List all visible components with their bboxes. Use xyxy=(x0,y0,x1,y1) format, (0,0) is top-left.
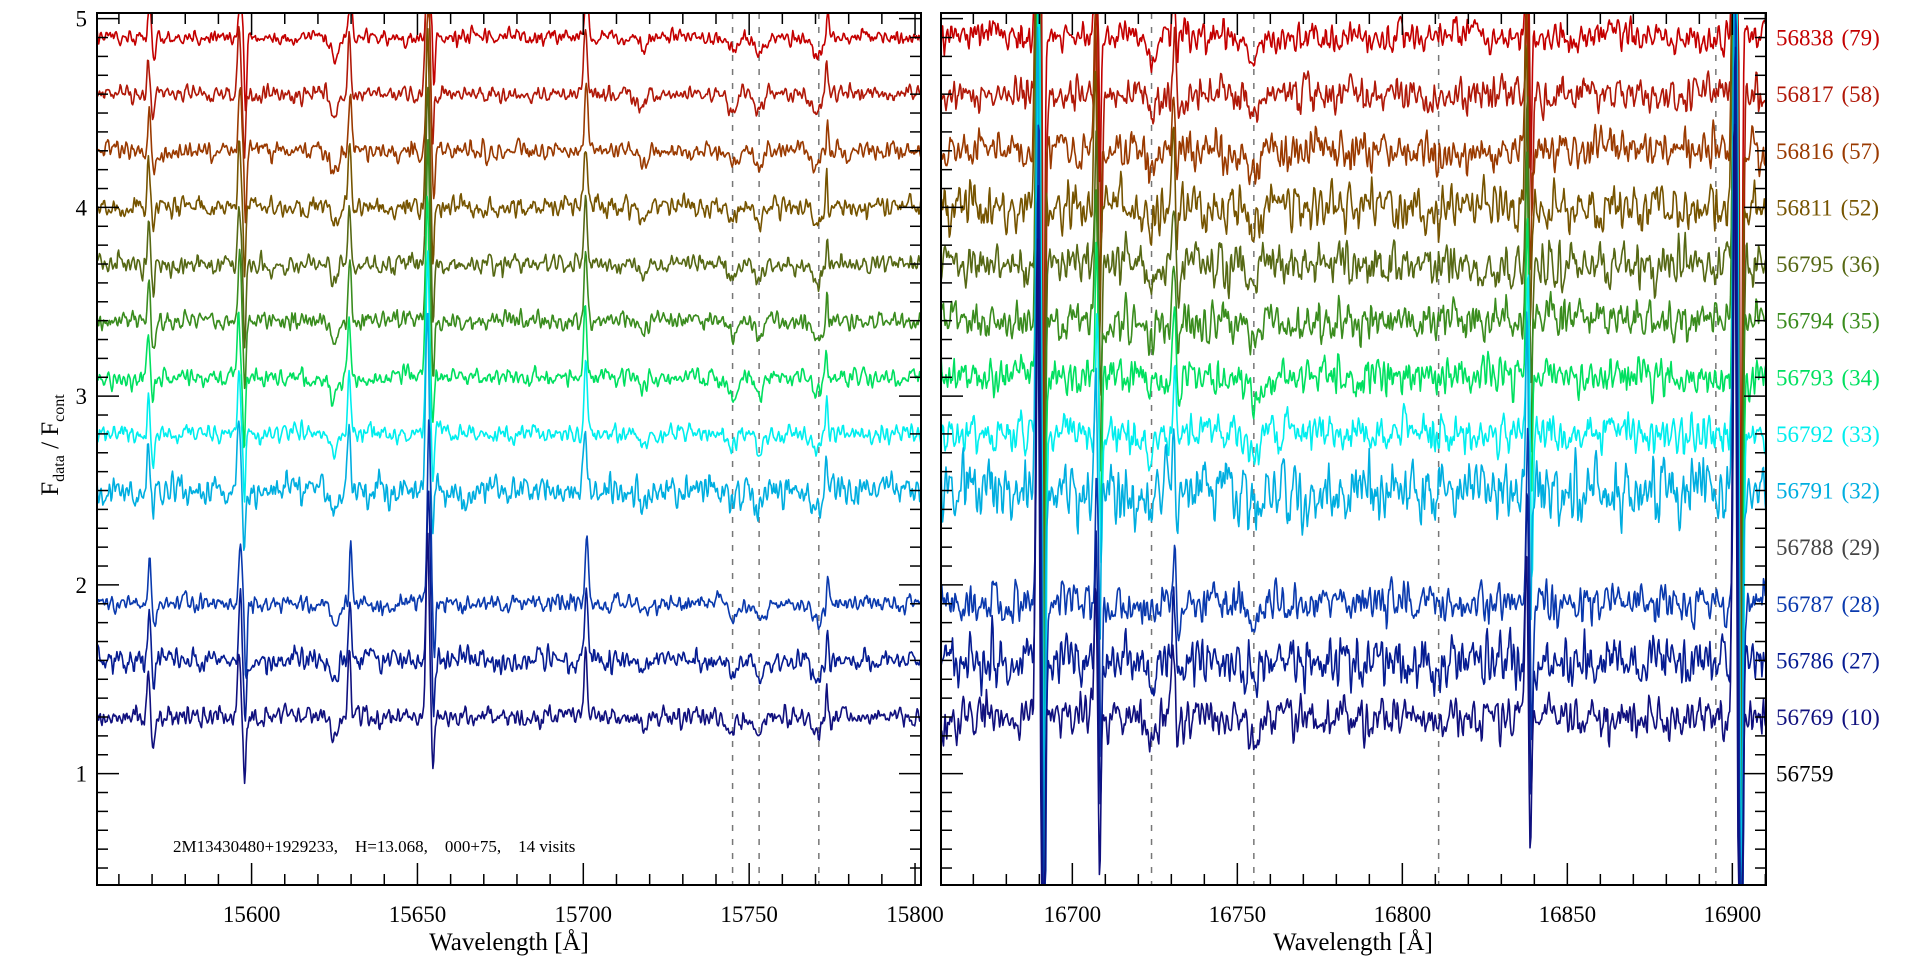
x-tick-label: 15600 xyxy=(223,902,281,927)
plot-frame xyxy=(96,12,922,886)
series-label-56792: 56792 (33) xyxy=(1776,422,1880,447)
spectrum-line-56792 xyxy=(97,250,921,503)
spectrum-line-56816 xyxy=(97,13,921,224)
series-label-56817: 56817 (58) xyxy=(1776,82,1880,107)
series-visit-count: (79) xyxy=(1842,26,1880,51)
x-axis-title-right: Wavelength [Å] xyxy=(1273,929,1433,956)
series-mjd: 56759 xyxy=(1776,762,1834,787)
series-mjd: 56792 xyxy=(1776,422,1834,447)
series-visit-count: (57) xyxy=(1842,139,1880,164)
series-label-56787: 56787 (28) xyxy=(1776,592,1880,617)
series-mjd: 56793 xyxy=(1776,365,1834,390)
spectrum-line-56795 xyxy=(97,86,921,349)
spectrum-line-56787 xyxy=(97,419,921,680)
x-tick-label: 15700 xyxy=(555,902,613,927)
series-mjd: 56794 xyxy=(1776,309,1834,334)
series-mjd: 56795 xyxy=(1776,252,1834,277)
series-mjd: 56791 xyxy=(1776,479,1834,504)
spectrum-line-56786 xyxy=(97,490,921,722)
y-tick-label: 4 xyxy=(76,195,88,220)
spectrum-line-56838 xyxy=(97,13,921,112)
spectrum-line-56795 xyxy=(941,13,1766,870)
series-visit-count: (36) xyxy=(1842,252,1880,277)
y-tick-label: 1 xyxy=(76,762,88,787)
series-visit-count: (10) xyxy=(1842,705,1880,730)
plot-frame xyxy=(940,12,1767,886)
series-mjd: 56811 xyxy=(1776,195,1833,220)
x-tick-label: 16750 xyxy=(1209,902,1267,927)
series-label-56759: 56759 xyxy=(1776,762,1834,787)
y-axis-title-main: F xyxy=(37,482,64,496)
series-label-56838: 56838 (79) xyxy=(1776,26,1880,51)
x-tick-label: 15800 xyxy=(886,902,944,927)
series-label-56786: 56786 (27) xyxy=(1776,648,1880,673)
series-label-56769: 56769 (10) xyxy=(1776,705,1880,730)
spectra-group xyxy=(941,13,1766,885)
spectrum-line-56794 xyxy=(941,13,1766,885)
x-tick-label: 16700 xyxy=(1044,902,1102,927)
right-panel: 16700 16750 16800 16850 16900 xyxy=(940,12,1767,927)
series-mjd: 56787 xyxy=(1776,592,1834,617)
series-visit-count: (34) xyxy=(1842,365,1880,390)
series-mjd: 56816 xyxy=(1776,139,1834,164)
series-mjd: 56786 xyxy=(1776,648,1834,673)
spectrum-line-56838 xyxy=(941,13,1766,637)
series-labels: 56838 (79) 56817 (58) 56816 (57) 56811 (52) 5679… xyxy=(1776,26,1880,787)
series-mjd: 56838 xyxy=(1776,26,1834,51)
series-label-56794: 56794 (35) xyxy=(1776,309,1880,334)
x-tick-label: 15650 xyxy=(389,902,447,927)
spectra-group xyxy=(97,13,921,785)
y-axis-title-sep: / F xyxy=(37,422,64,455)
spectrum-line-56791 xyxy=(97,312,921,552)
y-axis-title: Fdata / Fcont xyxy=(37,394,68,496)
annotation-text: 2M13430480+1929233, H=13.068, 000+75, 14… xyxy=(173,837,575,856)
series-visit-count: (58) xyxy=(1842,82,1880,107)
spectrum-line-56817 xyxy=(97,13,921,159)
series-label-56788: 56788 (29) xyxy=(1776,535,1880,560)
x-tick-label: 15750 xyxy=(720,902,778,927)
series-mjd: 56817 xyxy=(1776,82,1834,107)
y-tick-label: 3 xyxy=(76,384,88,409)
spectrum-line-56769 xyxy=(97,532,921,785)
spectrum-line-56816 xyxy=(941,13,1766,737)
series-visit-count: (29) xyxy=(1842,535,1880,560)
y-axis-title-sub1: data xyxy=(51,455,68,482)
spectrum-line-56817 xyxy=(941,13,1766,686)
y-tick-label: 5 xyxy=(76,7,88,32)
series-visit-count: (32) xyxy=(1842,479,1880,504)
series-visit-count: (35) xyxy=(1842,309,1880,334)
spectrum-line-56792 xyxy=(941,13,1766,885)
x-axis-title-left: Wavelength [Å] xyxy=(429,929,589,956)
series-label-56816: 56816 (57) xyxy=(1776,139,1880,164)
spectrum-line-56793 xyxy=(941,13,1766,885)
series-visit-count: (27) xyxy=(1842,648,1880,673)
spectrum-line-56811 xyxy=(97,27,921,278)
spectrum-line-56793 xyxy=(97,195,921,449)
left-panel: 15600 15650 15700 15750 15800 1 2 3 4 5 xyxy=(76,7,944,927)
x-tick-label: 16850 xyxy=(1539,902,1597,927)
x-tick-label: 16800 xyxy=(1374,902,1432,927)
series-mjd: 56788 xyxy=(1776,535,1834,560)
series-label-56811: 56811 (52) xyxy=(1776,195,1879,220)
series-label-56795: 56795 (36) xyxy=(1776,252,1880,277)
y-axis-title-sub2: cont xyxy=(51,394,68,422)
spectrum-line-56787 xyxy=(941,13,1766,885)
spectrum-line-56791 xyxy=(941,13,1766,885)
spectrum-line-56811 xyxy=(941,13,1766,803)
series-visit-count: (28) xyxy=(1842,592,1880,617)
series-visit-count: (33) xyxy=(1842,422,1880,447)
series-label-56793: 56793 (34) xyxy=(1776,365,1880,390)
spectrum-line-56786 xyxy=(941,46,1766,885)
series-mjd: 56769 xyxy=(1776,705,1834,730)
series-visit-count: (52) xyxy=(1841,195,1879,220)
y-tick-label: 2 xyxy=(76,573,88,598)
series-label-56791: 56791 (32) xyxy=(1776,479,1880,504)
x-tick-label: 16900 xyxy=(1704,902,1762,927)
spectrum-line-56769 xyxy=(941,123,1766,885)
spectrum-line-56794 xyxy=(97,139,921,390)
